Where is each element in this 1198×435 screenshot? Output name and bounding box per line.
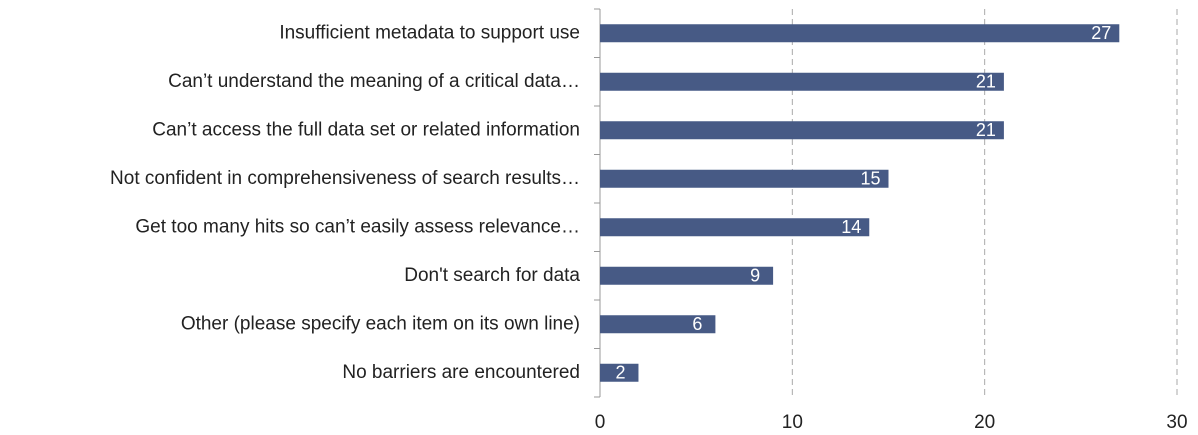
y-tick-label: Don't search for data (404, 265, 580, 286)
bar (600, 363, 639, 382)
value-label: 27 (1091, 23, 1111, 43)
bar (600, 169, 889, 188)
y-tick-label: No barriers are encountered (342, 362, 580, 383)
value-label: 6 (692, 314, 702, 334)
bar (600, 266, 774, 285)
bar (600, 72, 1004, 91)
y-tick-label: Other (please specify each item on its o… (181, 313, 580, 334)
value-label: 9 (750, 266, 760, 286)
x-tick-label: 0 (595, 412, 606, 433)
bar (600, 315, 716, 334)
value-label: 21 (976, 120, 996, 140)
x-tick-label: 30 (1166, 412, 1187, 433)
bar (600, 24, 1120, 43)
y-tick-label: Insufficient metadata to support use (279, 22, 580, 43)
x-tick-label: 20 (974, 412, 995, 433)
y-tick-label: Get too many hits so can’t easily assess… (135, 216, 580, 237)
value-label: 14 (841, 217, 861, 237)
y-tick-label: Can’t access the full data set or relate… (152, 119, 580, 140)
y-tick-label: Can’t understand the meaning of a critic… (168, 71, 580, 92)
value-label: 2 (615, 363, 625, 383)
value-label: 21 (976, 72, 996, 92)
x-tick-label: 10 (782, 412, 803, 433)
value-label: 15 (860, 169, 880, 189)
bar (600, 121, 1004, 140)
bar (600, 218, 870, 237)
y-tick-label: Not confident in comprehensiveness of se… (110, 168, 580, 189)
